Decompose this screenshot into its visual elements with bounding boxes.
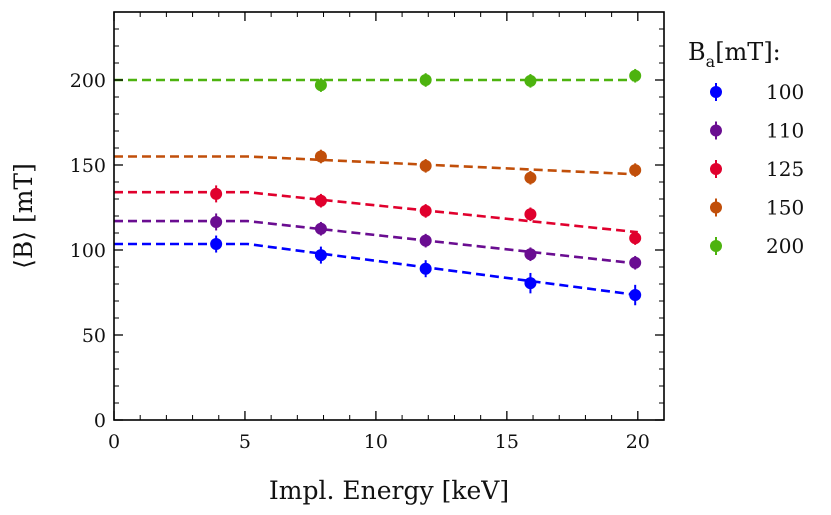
y-axis-label: ⟨B⟩ [mT]: [9, 163, 38, 269]
legend-title-sub: a: [706, 52, 716, 71]
legend-item-110: 110: [710, 119, 804, 143]
data-point-125: [419, 204, 432, 217]
data-point-200: [314, 79, 327, 92]
data-point-110: [314, 222, 327, 235]
data-point-110: [629, 256, 642, 269]
x-axis-label: Impl. Energy [keV]: [269, 476, 509, 505]
x-tick-label: 5: [239, 431, 251, 453]
y-tick-label: 200: [70, 70, 106, 92]
data-point-150: [524, 171, 537, 184]
data-point-150: [629, 164, 642, 177]
legend-marker-dot: [710, 86, 722, 98]
fit-lines: [114, 78, 638, 297]
data-point-125: [524, 208, 537, 221]
data-point-110: [524, 248, 537, 261]
legend: Ba[mT]: 100 110 125 150 200: [688, 38, 804, 258]
data-point-100: [210, 238, 223, 251]
legend-label: 125: [766, 157, 804, 181]
data-point-150: [314, 150, 327, 163]
plot-frame: [113, 11, 665, 421]
legend-title: Ba[mT]:: [688, 38, 781, 71]
y-tick-label: 0: [94, 410, 106, 432]
data-point-200: [524, 74, 537, 87]
legend-item-125: 125: [710, 157, 804, 181]
x-tick-label: 10: [364, 431, 388, 453]
data-point-200: [419, 74, 432, 86]
legend-item-200: 200: [710, 234, 804, 258]
fit-line-110: [114, 219, 638, 265]
x-tick-label: 15: [495, 431, 519, 453]
data-points: [210, 68, 642, 306]
fit-line-125: [114, 190, 638, 234]
y-tick-label: 150: [70, 155, 106, 177]
legend-item-150: 150: [710, 196, 804, 220]
legend-item-100: 100: [710, 80, 804, 104]
data-point-125: [629, 232, 642, 245]
data-point-100: [419, 262, 432, 275]
data-point-125: [314, 194, 327, 207]
legend-marker-dot: [710, 240, 722, 252]
legend-label: 200: [766, 234, 804, 258]
legend-marker-dot: [710, 124, 722, 137]
legend-marker-dot: [710, 163, 722, 175]
x-tick-label: 0: [108, 431, 120, 453]
data-point-100: [314, 249, 327, 262]
data-point-100: [629, 289, 642, 302]
legend-label: 100: [766, 80, 804, 104]
data-point-200: [629, 69, 642, 82]
data-point-150: [419, 159, 432, 172]
plot-border: [113, 11, 665, 421]
legend-label: 110: [766, 119, 804, 143]
data-point-100: [524, 277, 537, 290]
legend-marker-dot: [710, 201, 722, 214]
y-tick-label: 100: [70, 240, 106, 262]
x-tick-label: 20: [626, 431, 650, 453]
fit-line-150: [114, 155, 638, 176]
data-point-125: [210, 187, 223, 200]
y-tick-label: 50: [82, 325, 106, 347]
legend-title-rest: [mT]:: [715, 38, 781, 66]
legend-label: 150: [766, 196, 804, 220]
data-point-110: [210, 215, 223, 228]
legend-title-main: B: [688, 38, 706, 66]
data-point-110: [419, 234, 432, 247]
fit-line-100: [114, 242, 638, 297]
